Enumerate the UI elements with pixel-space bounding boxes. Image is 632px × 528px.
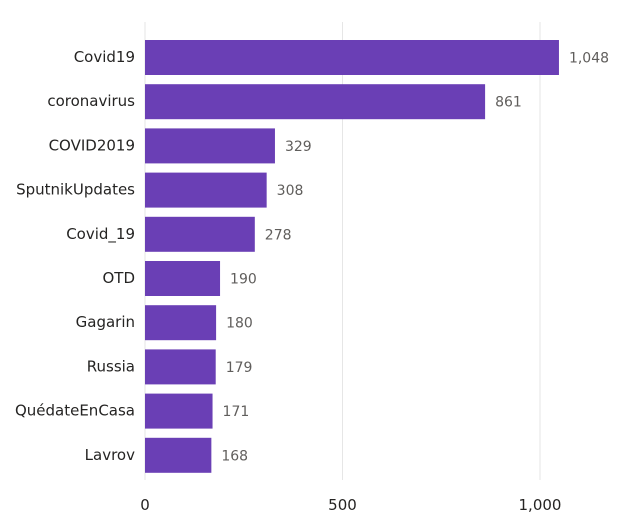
bar-SputnikUpdates: [145, 172, 267, 208]
bar-Covid19: [145, 40, 559, 75]
bar-Lavrov: [145, 437, 212, 473]
category-label-Covid_19: Covid_19: [66, 225, 135, 244]
value-labels: 1,048 861 329 308 278 190 180 179 171 168: [221, 51, 609, 465]
bar-Russia: [145, 349, 216, 385]
bar-Covid_19: [145, 216, 255, 252]
bar-OTD: [145, 261, 221, 296]
category-label-Gagarin: Gagarin: [76, 313, 135, 331]
value-label-Lavrov: 168: [221, 448, 248, 464]
value-label-Covid_19: 278: [265, 227, 292, 243]
category-label-coronavirus: coronavirus: [47, 92, 135, 110]
category-label-Russia: Russia: [87, 357, 135, 375]
value-label-Russia: 179: [226, 360, 253, 376]
bar-COVID2019: [145, 128, 275, 164]
x-tick-label-1000: 1,000: [519, 496, 562, 514]
value-label-COVID2019: 329: [285, 139, 312, 155]
category-label-COVID2019: COVID2019: [49, 136, 135, 154]
category-label-SputnikUpdates: SputnikUpdates: [16, 181, 135, 199]
value-label-Covid19: 1,048: [569, 51, 609, 67]
x-tick-label-0: 0: [140, 496, 150, 514]
x-tick-label-500: 500: [328, 496, 357, 514]
value-label-QuédateEnCasa: 171: [223, 404, 250, 420]
bars: [145, 40, 559, 473]
category-label-OTD: OTD: [102, 269, 135, 287]
value-label-OTD: 190: [230, 272, 257, 288]
category-label-Covid19: Covid19: [74, 48, 135, 66]
value-label-coronavirus: 861: [495, 95, 522, 111]
category-label-Lavrov: Lavrov: [85, 446, 135, 464]
bar-Gagarin: [145, 305, 217, 341]
category-label-QuédateEnCasa: QuédateEnCasa: [15, 402, 135, 420]
bar-QuédateEnCasa: [145, 393, 213, 429]
value-label-SputnikUpdates: 308: [277, 183, 304, 199]
value-label-Gagarin: 180: [226, 316, 253, 332]
category-labels: Covid19 coronavirus COVID2019 SputnikUpdate…: [15, 48, 135, 464]
x-axis-tick-labels: 0 500 1,000: [140, 496, 561, 514]
bar-coronavirus: [145, 84, 486, 120]
